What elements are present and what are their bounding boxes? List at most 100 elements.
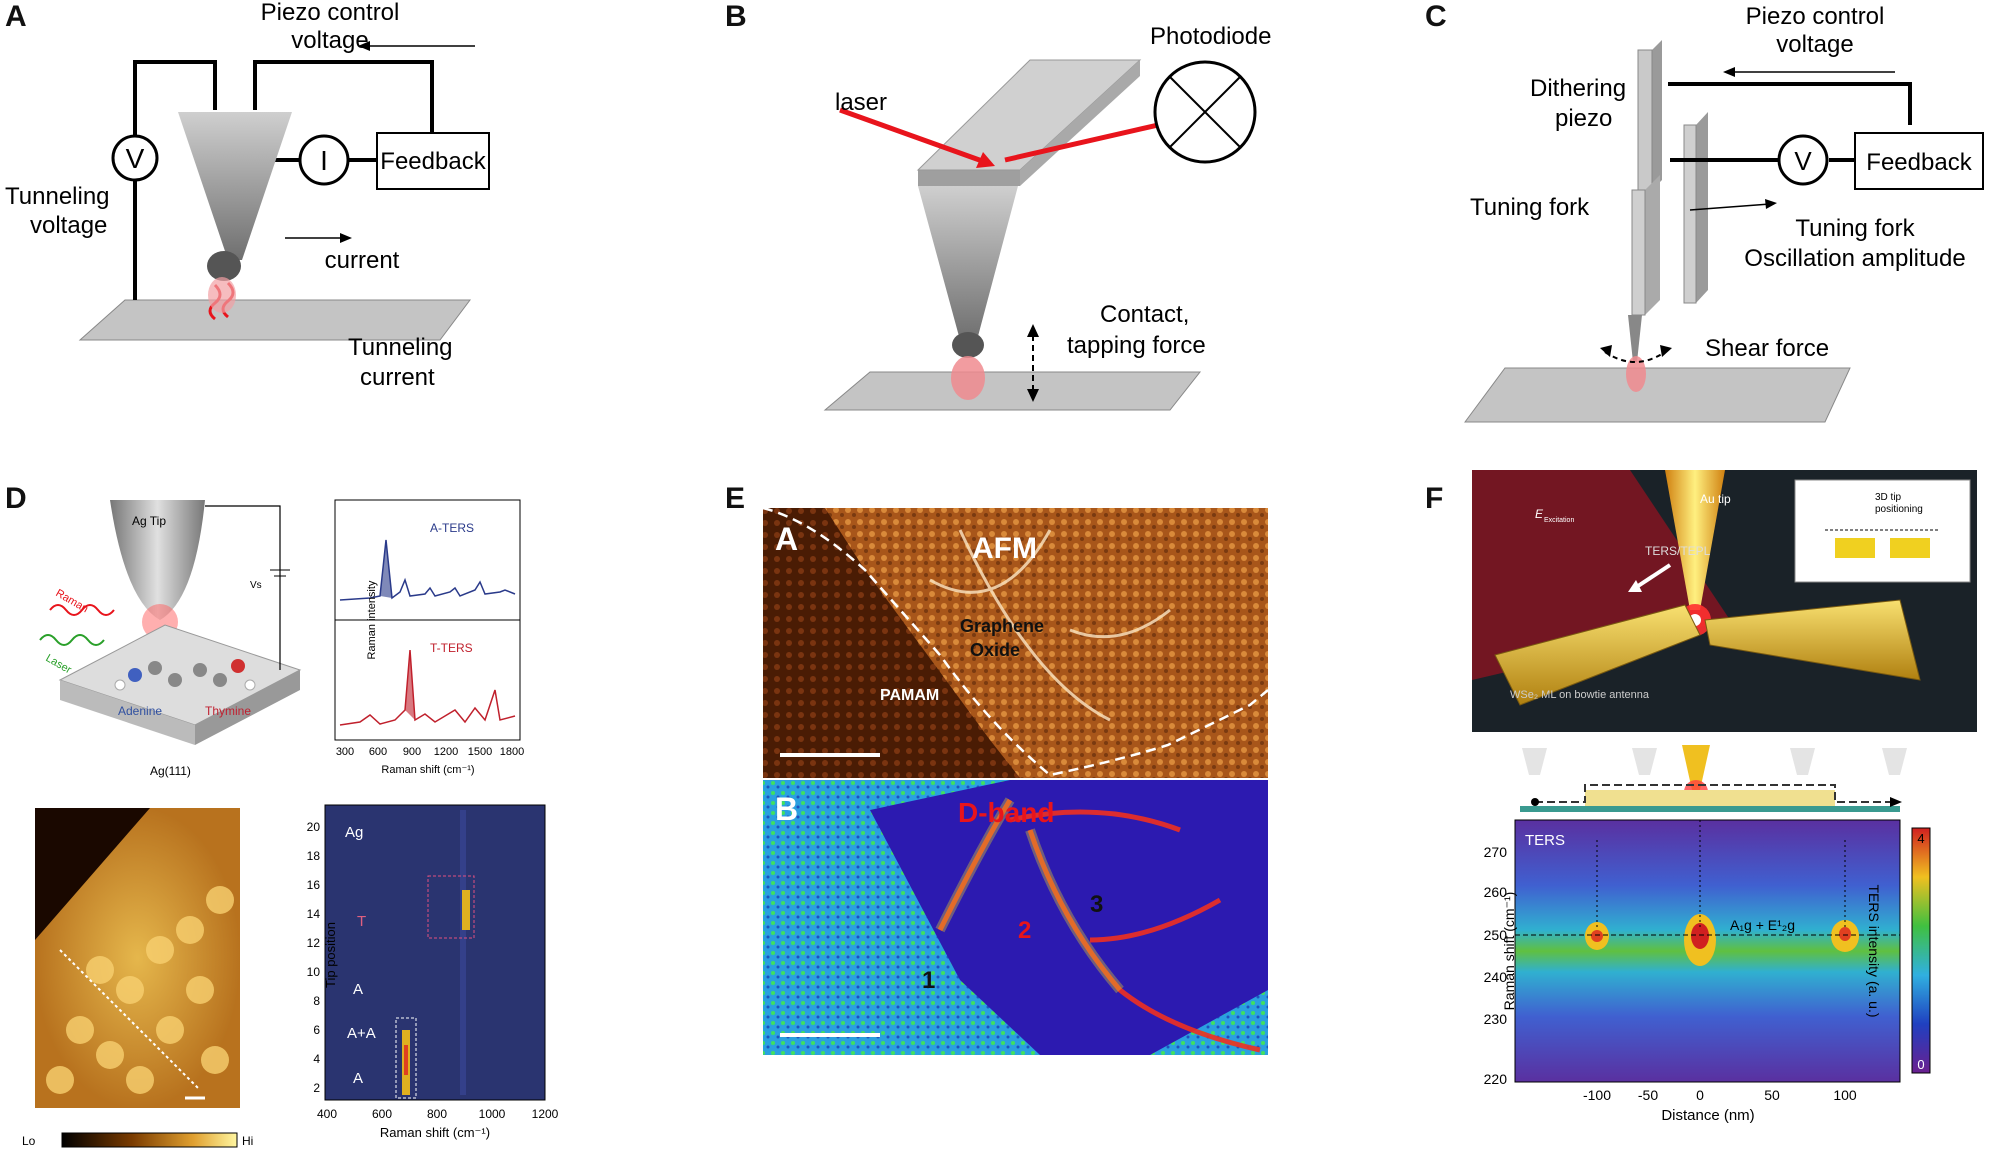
svg-text:Feedback: Feedback — [1866, 149, 1972, 176]
svg-text:positioning: positioning — [1875, 504, 1923, 515]
svg-text:1: 1 — [922, 967, 935, 994]
substrate — [823, 371, 1202, 411]
svg-text:Vs: Vs — [250, 580, 262, 591]
afm-tip — [918, 186, 1018, 340]
svg-text:Shear force: Shear force — [1705, 335, 1829, 362]
fiber-tip — [1628, 315, 1642, 362]
panel-b-diagram: laser Photodiode Contact, tapping force — [823, 23, 1271, 411]
svg-text:PAMAM: PAMAM — [880, 687, 939, 704]
a-ters-spectrum — [339, 539, 516, 601]
ammeter-icon — [298, 134, 350, 186]
svg-text:Tuning fork: Tuning fork — [1795, 215, 1915, 242]
svg-text:50: 50 — [1764, 1087, 1780, 1103]
svg-text:A: A — [353, 981, 363, 998]
svg-text:V: V — [1794, 146, 1812, 176]
svg-text:10: 10 — [307, 965, 321, 979]
panel-e-figure: A AFM Graphene Oxide PAMAM B D-band 1 2 … — [762, 506, 1269, 1055]
svg-text:220: 220 — [1484, 1071, 1508, 1087]
svg-text:T-TERS: T-TERS — [430, 641, 473, 655]
substrate — [78, 299, 471, 341]
bowtie-left — [1494, 604, 1701, 706]
panel-c: V Feedback Piezo control voltage Ditheri… — [1400, 0, 1993, 440]
cantilever — [918, 170, 1020, 186]
svg-text:Ag(111): Ag(111) — [150, 764, 191, 778]
ters-hotspots — [1585, 914, 1859, 966]
svg-text:Tunneling: Tunneling — [348, 334, 453, 361]
svg-text:270: 270 — [1484, 844, 1508, 860]
svg-text:Distance (nm): Distance (nm) — [1661, 1107, 1754, 1124]
svg-text:A: A — [775, 521, 798, 557]
svg-text:8: 8 — [313, 994, 320, 1008]
tuning-fork — [1645, 175, 1660, 315]
svg-text:1 nm: 1 nm — [183, 1107, 207, 1119]
svg-text:3: 3 — [1090, 891, 1103, 918]
svg-text:1200: 1200 — [532, 1107, 559, 1121]
svg-text:1500: 1500 — [468, 746, 492, 758]
substrate — [1464, 367, 1851, 423]
panel-label-f: F — [1425, 482, 1444, 515]
wire-piezo — [253, 60, 434, 133]
svg-text:laser: laser — [835, 89, 887, 116]
svg-text:Hi: Hi — [242, 1134, 253, 1148]
ters-heatmap — [324, 804, 546, 1101]
laser-wave-icon — [39, 634, 105, 646]
svg-text:Oxide: Oxide — [970, 640, 1020, 660]
svg-text:-100: -100 — [1583, 1087, 1611, 1103]
svg-text:4: 4 — [313, 1052, 320, 1066]
svg-text:TERS/TEPL: TERS/TEPL — [1645, 544, 1711, 558]
svg-text:1000: 1000 — [479, 1107, 506, 1121]
svg-text:6: 6 — [313, 1023, 320, 1037]
panel-f-figure: Au tip E Excitation TERS/TEPL WSe₂ ML on… — [1472, 470, 1977, 1124]
svg-text:current: current — [360, 364, 435, 391]
tip-field — [951, 356, 985, 400]
f-yticks: 270 260 250 240 230 220 — [1484, 844, 1508, 1087]
svg-text:800: 800 — [427, 1107, 447, 1121]
svg-text:Piezo control: Piezo control — [261, 0, 400, 26]
laser-beam-out — [1004, 117, 1181, 163]
svg-text:TERS: TERS — [1525, 832, 1565, 849]
svg-text:D-band: D-band — [958, 797, 1054, 828]
panel-e: E A AFM Graphene Oxide PAMAM B D-ba — [700, 470, 1280, 1070]
panel-f: F Au tip E Excitation TERS/TEPL WSe₂ ML … — [1400, 470, 1993, 1150]
svg-text:Excitation: Excitation — [1544, 517, 1574, 524]
svg-text:-50: -50 — [1638, 1087, 1658, 1103]
panel-label-a: A — [5, 0, 27, 33]
panel-a: V I Feedback Piezo control voltage Tunne… — [0, 0, 490, 391]
svg-text:piezo: piezo — [1555, 105, 1612, 132]
heatmap-yticks: 2 4 6 8 10 12 14 16 18 20 — [307, 820, 321, 1095]
svg-text:Thymine: Thymine — [205, 704, 251, 718]
panel-c-diagram: V Feedback Piezo control voltage Ditheri… — [1464, 3, 1984, 423]
svg-text:0: 0 — [1917, 1057, 1924, 1072]
svg-text:12: 12 — [307, 936, 321, 950]
svg-text:AFM: AFM — [972, 532, 1037, 565]
ag-tip — [110, 500, 205, 620]
svg-text:1800: 1800 — [500, 746, 524, 758]
svg-text:WSe₂ ML on bowtie antenna: WSe₂ ML on bowtie antenna — [1510, 689, 1650, 701]
tip-path — [59, 949, 201, 1091]
svg-text:Tunneling: Tunneling — [5, 183, 110, 210]
positioning-inset — [1794, 479, 1971, 583]
svg-text:600: 600 — [372, 1107, 392, 1121]
ters-colorbar — [1911, 827, 1931, 1074]
t-ters-spectrum — [339, 649, 516, 726]
raman-wave-icon — [49, 604, 115, 616]
svg-text:Feedback: Feedback — [380, 148, 486, 175]
top-xticks: 300 600 900 1200 1500 1800 — [336, 746, 524, 758]
molecules — [114, 659, 256, 691]
panel-label-d: D — [5, 482, 27, 515]
tip-field — [1626, 356, 1646, 392]
svg-text:300: 300 — [336, 746, 354, 758]
svg-text:Contact,: Contact, — [1100, 301, 1189, 328]
svg-text:3D tip: 3D tip — [1875, 492, 1902, 503]
svg-text:E: E — [1535, 507, 1544, 521]
stm-colorbar — [61, 1132, 238, 1148]
voltmeter-icon — [1777, 134, 1829, 186]
svg-text:Raman shift (cm⁻¹): Raman shift (cm⁻¹) — [380, 1125, 490, 1140]
stm-tip — [178, 112, 292, 260]
svg-text:400: 400 — [317, 1107, 337, 1121]
panel-d: D Ag Tip Vs Raman Laser Adenine Thymine … — [0, 470, 560, 1150]
svg-text:Ag Tip: Ag Tip — [132, 514, 166, 528]
svg-text:Raman shift (cm⁻¹): Raman shift (cm⁻¹) — [1501, 892, 1517, 1011]
laser-beam-in — [839, 107, 986, 165]
voltmeter-icon — [111, 134, 159, 182]
